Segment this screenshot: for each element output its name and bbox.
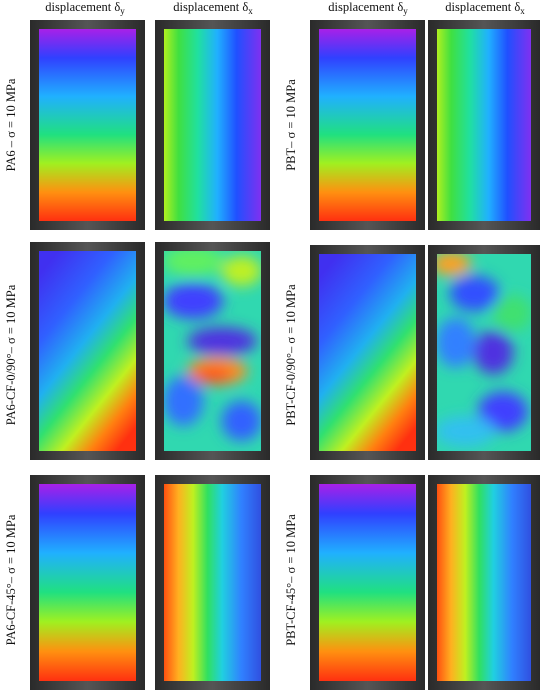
displacement-field [319,254,416,451]
header-subscript: y [120,6,125,16]
displacement-field [164,251,261,451]
specimen-image [155,20,270,230]
displacement-field [164,484,261,681]
field-blob [187,327,258,355]
header-text: displacement δ [45,0,120,14]
field-blob [473,330,514,375]
field-blob [477,391,528,432]
field-blob [221,256,261,286]
header-text: displacement δ [445,0,520,14]
row-label: PBT-CF-45°– σ = 10 MPa [284,514,298,646]
field-blobs [164,251,261,441]
header-text: displacement δ [328,0,403,14]
field-blob [437,317,476,368]
specimen-image [155,242,270,460]
specimen-image [310,475,425,690]
field-fill [319,254,416,451]
specimen-image [428,245,540,460]
header-text: displacement δ [173,0,248,14]
specimen-image [428,475,540,690]
column-header: displacement δx [173,0,253,16]
column-header: displacement δx [445,0,525,16]
row-label: PA6 – σ = 10 MPa [4,78,18,171]
displacement-field [39,29,136,221]
column-header: displacement δy [45,0,125,16]
field-blob [492,295,531,332]
field-blobs [437,254,531,447]
header-subscript: x [520,6,525,16]
specimen-image [428,20,540,230]
specimen-image [155,475,270,690]
field-fill [39,29,136,221]
row-label: PBT– σ = 10 MPa [284,79,298,171]
specimen-image [310,245,425,460]
field-fill [164,484,261,681]
field-blob [221,401,261,441]
field-fill [319,484,416,681]
field-blob [449,275,500,312]
column-header: displacement δy [328,0,408,16]
displacement-field [437,484,531,681]
field-fill [319,29,416,221]
displacement-field [164,29,261,221]
specimen-image [30,242,145,460]
displacement-field [39,251,136,451]
displacement-field [319,29,416,221]
field-blob [192,367,233,383]
field-blob [164,283,224,319]
header-subscript: x [248,6,253,16]
field-fill [437,484,531,681]
displacement-field [437,29,531,221]
field-fill [437,29,531,221]
field-blob [437,254,472,276]
displacement-field [319,484,416,681]
row-label: PA6-CF-45°– σ = 10 MPa [4,514,18,645]
field-blob [164,376,204,426]
specimen-image [310,20,425,230]
field-fill [39,484,136,681]
field-blob [164,251,224,276]
field-fill [39,251,136,451]
header-subscript: y [403,6,408,16]
row-label: PBT-CF-0/90°– σ = 10 MPa [284,284,298,426]
specimen-image [30,475,145,690]
specimen-image [30,20,145,230]
row-label: PA6-CF-0/90°– σ = 10 MPa [4,284,18,425]
displacement-field [39,484,136,681]
field-blob [437,416,496,447]
field-fill [164,29,261,221]
displacement-field [437,254,531,451]
